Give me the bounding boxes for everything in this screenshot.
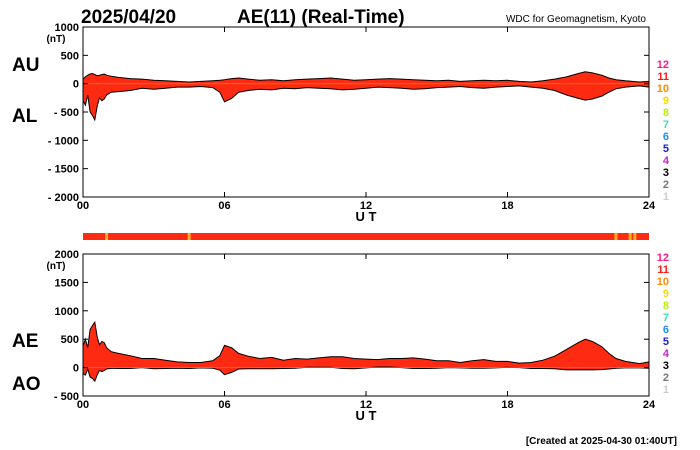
- al-series-label: AL: [12, 106, 38, 127]
- au-al-plot-frame: [82, 26, 650, 198]
- au-al-ytick-label: 500: [61, 50, 79, 62]
- au-al-lower-line: [82, 85, 650, 122]
- au-al-ytick-label: - 1500: [48, 164, 79, 176]
- au-al-ytick-label: - 500: [54, 107, 79, 119]
- station-legend-entry: 4: [663, 348, 670, 360]
- station-legend-entry: 5: [663, 336, 669, 348]
- au-al-band: [83, 71, 649, 120]
- station-status-stripe: [83, 233, 649, 240]
- station-legend-entry: 10: [657, 83, 669, 95]
- station-legend-entry: 8: [663, 107, 669, 119]
- au-al-ytick-label: - 1000: [48, 135, 79, 147]
- status-stripe-bar: [83, 233, 649, 240]
- au-al-x-axis-label: U T: [356, 209, 377, 224]
- station-legend-entry: 2: [663, 372, 669, 384]
- au-al-unit-label: (nT): [47, 34, 66, 45]
- au-al-xtick-label: 12: [360, 200, 372, 212]
- ao-series-label: AO: [12, 374, 41, 395]
- status-stripe-mark: [633, 233, 637, 240]
- ae-ao-x-axis-label: U T: [356, 408, 377, 423]
- ae-ao-xtick-label: 18: [501, 399, 513, 411]
- station-legend-entry: 12: [657, 252, 669, 264]
- station-legend-entry: 2: [663, 179, 669, 191]
- station-legend-entry: 5: [663, 143, 669, 155]
- station-legend-entry: 3: [663, 167, 669, 179]
- ae-ao-unit-label: (nT): [47, 261, 66, 272]
- station-legend-entry: 3: [663, 360, 669, 372]
- au-al-ytick-label: 0: [73, 79, 79, 91]
- ae-ao-ytick-label: 1500: [55, 277, 79, 289]
- station-legend-entry: 11: [657, 71, 669, 83]
- au-al-ytick-label: 1000: [55, 22, 79, 34]
- station-legend-entry: 12: [657, 59, 669, 71]
- source-label: WDC for Geomagnetism, Kyoto: [506, 14, 646, 25]
- au-al-xtick-label: 00: [77, 200, 89, 212]
- ae-ao-ytick-label: 0: [73, 363, 79, 375]
- status-stripe-mark: [105, 233, 109, 240]
- station-legend-entry: 7: [663, 312, 669, 324]
- station-legend-entry: 1: [663, 191, 669, 203]
- ae-ao-upper-line: [82, 320, 650, 365]
- au-al-xtick-label: 18: [501, 200, 513, 212]
- status-stripe-mark: [187, 233, 191, 240]
- figure-title: AE(11) (Real-Time): [237, 7, 405, 28]
- ae-ao-plot-frame: [82, 253, 650, 397]
- date-label: 2025/04/20: [81, 7, 176, 28]
- ae-ao-xtick-label: 00: [77, 399, 89, 411]
- station-legend-entry: 6: [663, 324, 669, 336]
- ae-series-label: AE: [12, 331, 38, 352]
- ae-ao-band: [83, 322, 649, 382]
- station-legend-entry: 1: [663, 384, 669, 396]
- created-timestamp: [Created at 2025-04-30 01:40UT]: [526, 436, 677, 447]
- au-al-xtick-label: 06: [218, 200, 230, 212]
- au-al-ytick-label: - 2000: [48, 192, 79, 204]
- ae-ao-xtick-label: 12: [360, 399, 372, 411]
- station-legend-entry: 4: [663, 155, 670, 167]
- ae-ao-ytick-label: 2000: [55, 249, 79, 261]
- station-legend-entry: 8: [663, 300, 669, 312]
- ae-ao-ytick-label: 1000: [55, 306, 79, 318]
- ae-ao-ytick-label: - 500: [54, 391, 79, 403]
- station-legend-entry: 9: [663, 95, 669, 107]
- ae-ao-ytick-label: 500: [61, 334, 79, 346]
- status-stripe-mark: [628, 233, 632, 240]
- station-legend-entry: 6: [663, 131, 669, 143]
- station-legend-entry: 10: [657, 276, 669, 288]
- station-legend-entry: 9: [663, 288, 669, 300]
- ae-ao-xtick-label: 24: [643, 399, 656, 411]
- au-al-xtick-label: 24: [643, 200, 656, 212]
- station-legend-entry: 11: [657, 264, 669, 276]
- au-al-upper-line: [82, 71, 650, 83]
- au-series-label: AU: [12, 55, 39, 76]
- station-legend-entry: 7: [663, 119, 669, 131]
- ae-ao-xtick-label: 06: [218, 399, 230, 411]
- status-stripe-mark: [614, 233, 618, 240]
